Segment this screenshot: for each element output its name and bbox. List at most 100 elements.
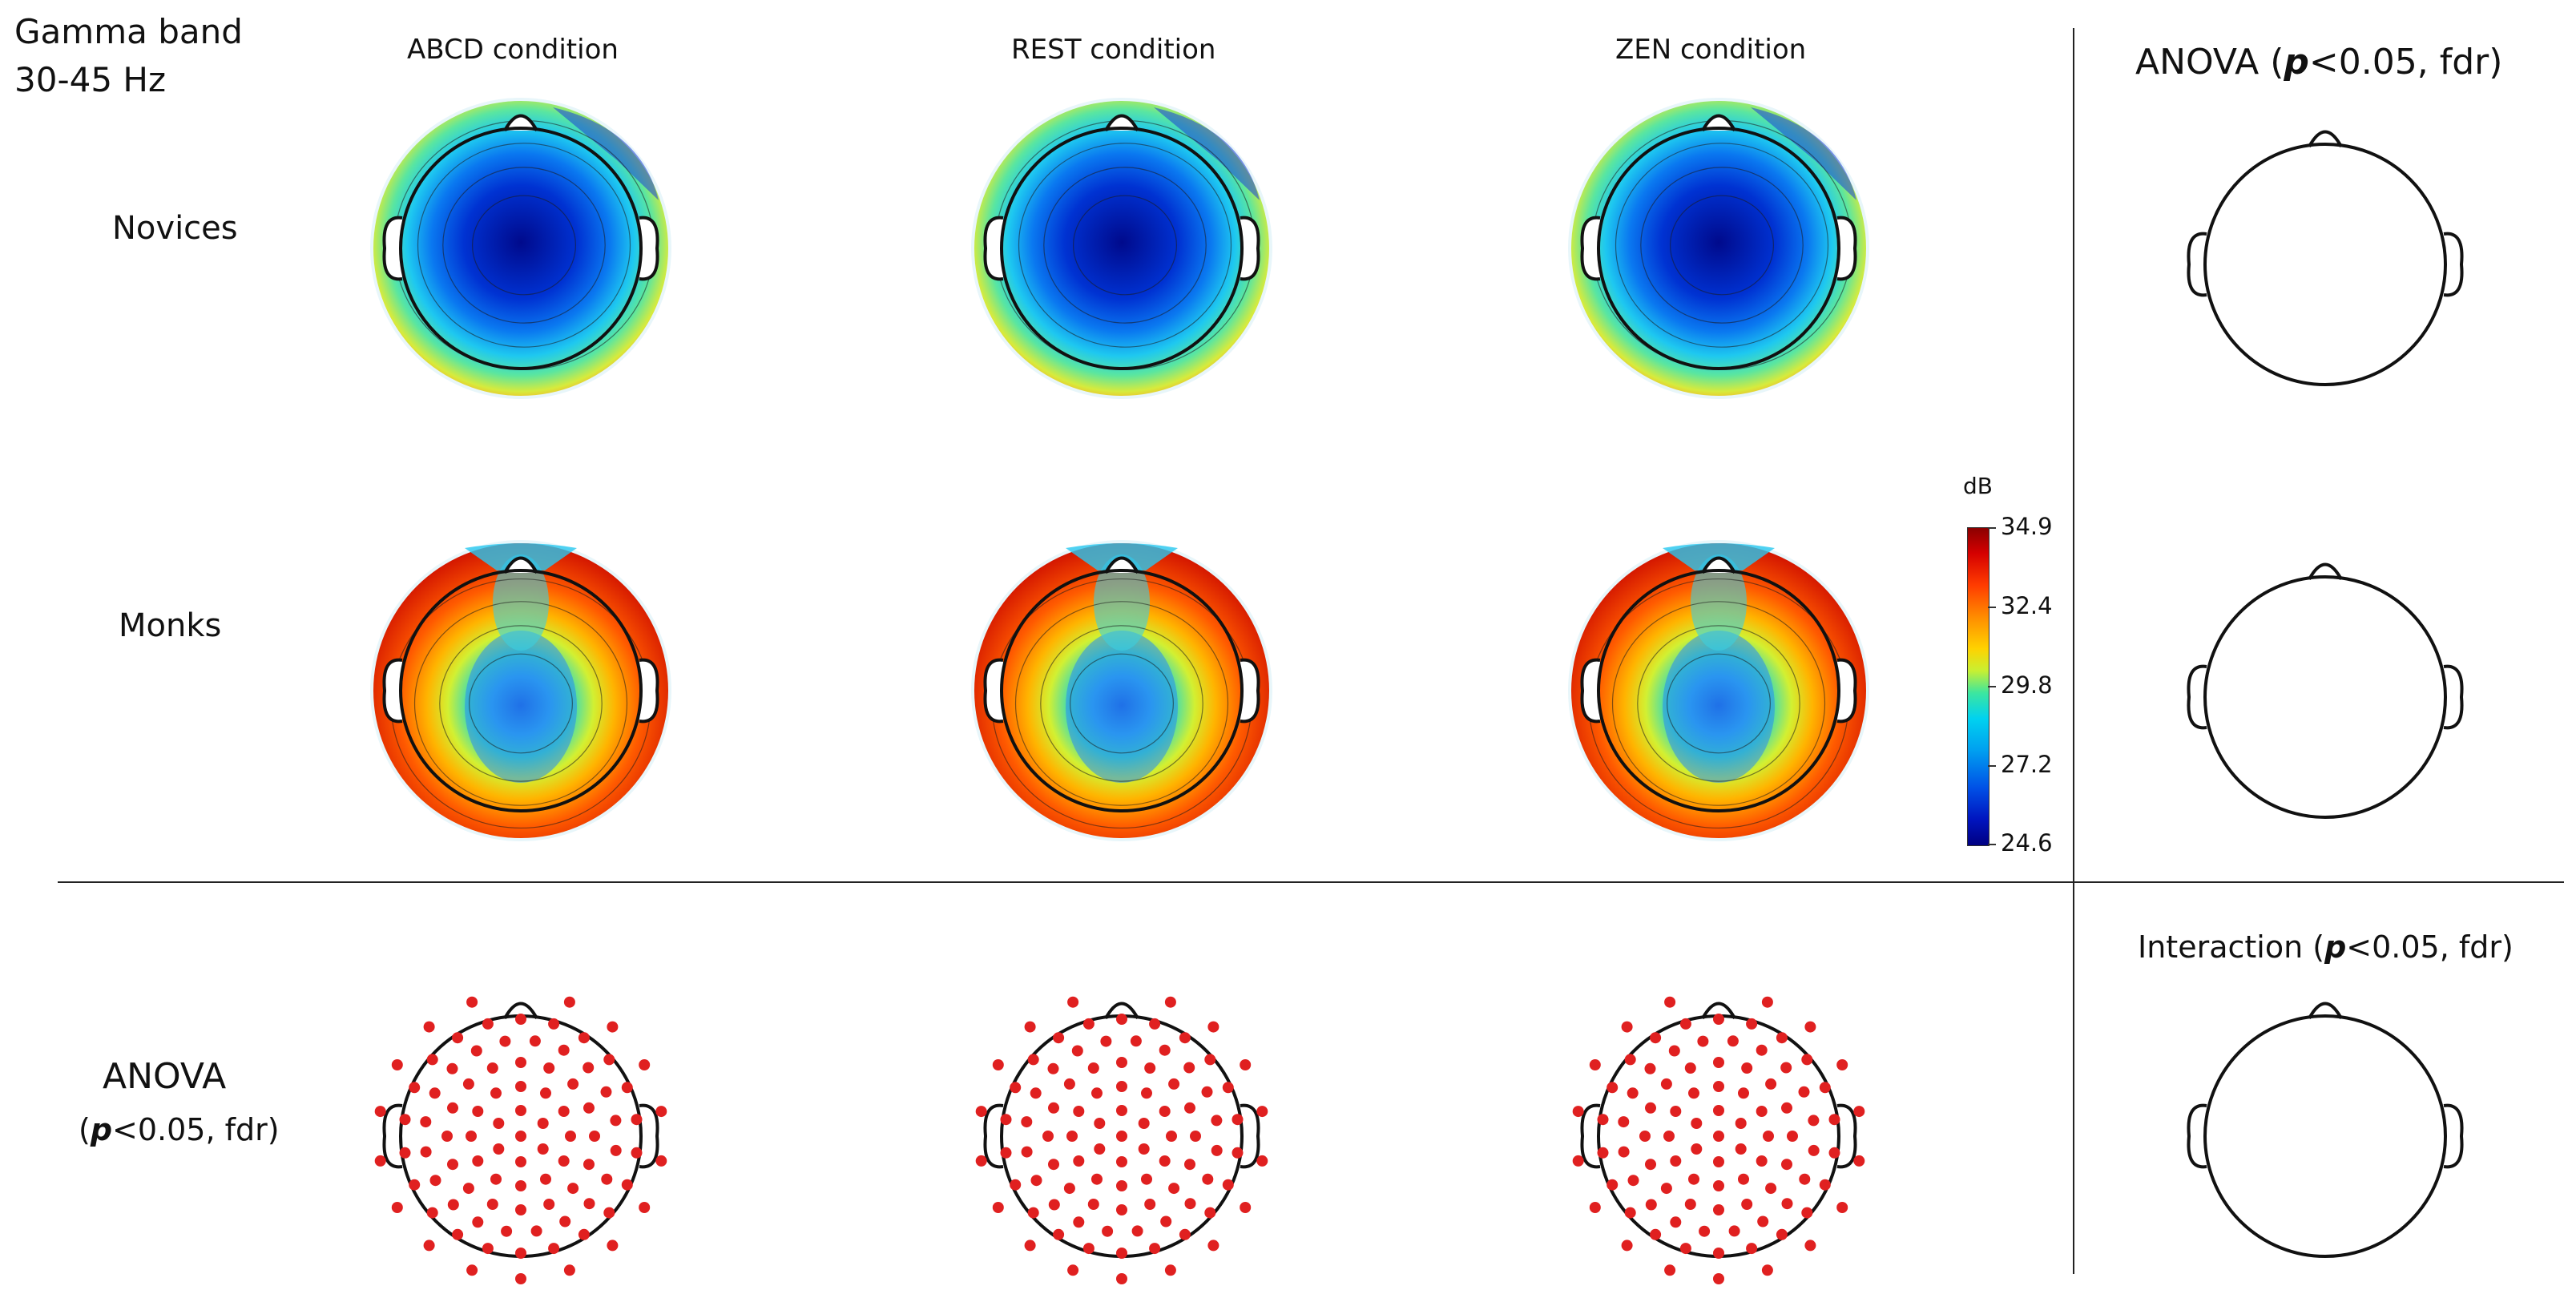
significant-electrode-dot: [452, 1228, 464, 1240]
head-outline: [2203, 575, 2447, 819]
significant-electrode-dot: [1679, 1018, 1691, 1030]
significant-electrode-dot: [1073, 1155, 1085, 1167]
significant-electrode-dot: [1713, 1273, 1724, 1284]
head-outline: [2203, 143, 2447, 386]
significant-electrode-dot: [603, 1207, 615, 1219]
significant-electrode-dot: [589, 1131, 600, 1142]
significant-electrode-dot: [1761, 996, 1773, 1008]
colorbar-tick-label: 32.4: [2001, 592, 2053, 619]
row-label-novices: Novices: [112, 210, 238, 247]
contour-line: [1615, 143, 1829, 348]
colorbar-tickmark: [1988, 527, 1996, 529]
significant-electrode-dot: [1184, 1159, 1195, 1171]
central-low-region: [1066, 631, 1178, 783]
significant-electrode-dot: [1048, 1102, 1059, 1114]
significant-electrode-dot: [537, 1143, 549, 1155]
significant-electrode-dot: [1738, 1087, 1749, 1099]
significant-electrode-dot: [1804, 1021, 1816, 1033]
significant-electrode-dot: [1660, 1078, 1672, 1090]
colorbar-tickmark: [1988, 607, 1996, 608]
significant-electrode-dot: [1627, 1087, 1639, 1099]
contour-line: [1611, 601, 1826, 806]
right-ear-outline: [1836, 1103, 1857, 1169]
significant-electrode-dot: [493, 1143, 505, 1155]
significant-electrode-dot: [1713, 1057, 1724, 1068]
topomap-novices-zen: [1568, 98, 1869, 399]
significant-electrode-dot: [563, 1264, 575, 1276]
significant-electrode-dot: [1679, 1243, 1691, 1255]
significant-electrode-dot: [1836, 1059, 1848, 1070]
head-outline: [2203, 1014, 2447, 1258]
significant-electrode-dot: [1801, 1207, 1813, 1219]
left-ear-outline: [1580, 1103, 1601, 1169]
significant-electrode-dot: [1010, 1179, 1022, 1191]
significant-electrode-dot: [1664, 996, 1676, 1008]
significant-electrode-dot: [1240, 1202, 1252, 1213]
central-low-region: [1663, 631, 1775, 783]
significant-electrode-dot: [992, 1059, 1004, 1070]
significant-electrode-dot: [1116, 1273, 1127, 1284]
contour-line: [413, 601, 628, 806]
significant-electrode-dot: [399, 1147, 411, 1159]
significant-electrode-dot: [374, 1155, 386, 1167]
significant-electrode-dot: [601, 1173, 613, 1185]
significant-electrode-dot: [1102, 1225, 1114, 1237]
colorbar: [1967, 527, 1989, 846]
head-outline: [1597, 569, 1840, 812]
significant-electrode-dot: [1087, 1199, 1099, 1210]
significant-electrode-dot: [1204, 1207, 1216, 1219]
left-ear-outline: [382, 658, 403, 724]
significant-electrode-dot: [1644, 1062, 1656, 1074]
significant-electrode-dot: [1053, 1228, 1065, 1240]
significant-electrode-dot: [446, 1062, 458, 1074]
significant-electrode-dot: [447, 1102, 458, 1114]
contour-line: [439, 625, 603, 782]
left-ear-outline: [1580, 216, 1601, 281]
left-ear-outline: [2187, 664, 2207, 730]
significant-electrode-dot: [1179, 1228, 1191, 1240]
contour-line: [417, 143, 631, 348]
significant-electrode-dot: [490, 1087, 502, 1099]
significant-electrode-dot: [1624, 1207, 1636, 1219]
contour-line: [1040, 625, 1203, 782]
right-anova-title: ANOVA (p<0.05, fdr): [2135, 42, 2503, 83]
significant-electrode-dot: [515, 1081, 526, 1092]
significant-electrode-dot: [607, 1021, 619, 1033]
significant-electrode-dot: [1042, 1131, 1054, 1142]
significant-electrode-dot: [1787, 1131, 1798, 1142]
significant-electrode-dot: [1166, 1131, 1177, 1142]
significant-electrode-dot: [1082, 1018, 1094, 1030]
significant-electrode-dot: [543, 1199, 555, 1210]
row-label-anova-threshold: (p<0.05, fdr): [79, 1112, 280, 1147]
significant-electrode-dot: [1010, 1082, 1022, 1094]
significant-electrode-dot: [447, 1199, 459, 1211]
significant-electrode-dot: [1765, 1078, 1777, 1090]
significant-electrode-dot: [1100, 1035, 1112, 1047]
significant-electrode-dot: [1572, 1155, 1584, 1167]
significant-electrode-dot: [1597, 1147, 1609, 1159]
significant-electrode-dot: [1141, 1173, 1152, 1185]
significant-electrode-dot: [1144, 1199, 1156, 1210]
significant-electrode-dot: [420, 1146, 432, 1158]
significant-electrode-dot: [1776, 1228, 1788, 1240]
significant-electrode-dot: [1211, 1144, 1223, 1156]
significant-electrode-dot: [1828, 1147, 1840, 1159]
significant-electrode-dot: [621, 1179, 633, 1191]
significant-electrode-dot: [1828, 1114, 1840, 1126]
significant-electrode-dot: [1021, 1146, 1033, 1158]
left-ear-outline: [983, 216, 1004, 281]
significant-electrode-dot: [1256, 1155, 1268, 1167]
significant-electrode-dot: [563, 996, 575, 1008]
significant-electrode-dot: [1232, 1114, 1244, 1126]
significant-electrode-dot: [1222, 1082, 1234, 1094]
significant-electrode-dot: [1684, 1199, 1696, 1210]
significant-electrode-dot: [1138, 1143, 1150, 1155]
significant-electrode-dot: [537, 1118, 549, 1129]
significant-electrode-dot: [515, 1057, 526, 1068]
right-ear-outline: [2443, 1103, 2464, 1169]
significant-electrode-dot: [1116, 1057, 1127, 1068]
significant-electrode-dot: [1222, 1179, 1234, 1191]
significant-electrode-dot: [466, 996, 478, 1008]
significant-electrode-dot: [1116, 1156, 1127, 1167]
significant-electrode-dot: [452, 1032, 464, 1044]
